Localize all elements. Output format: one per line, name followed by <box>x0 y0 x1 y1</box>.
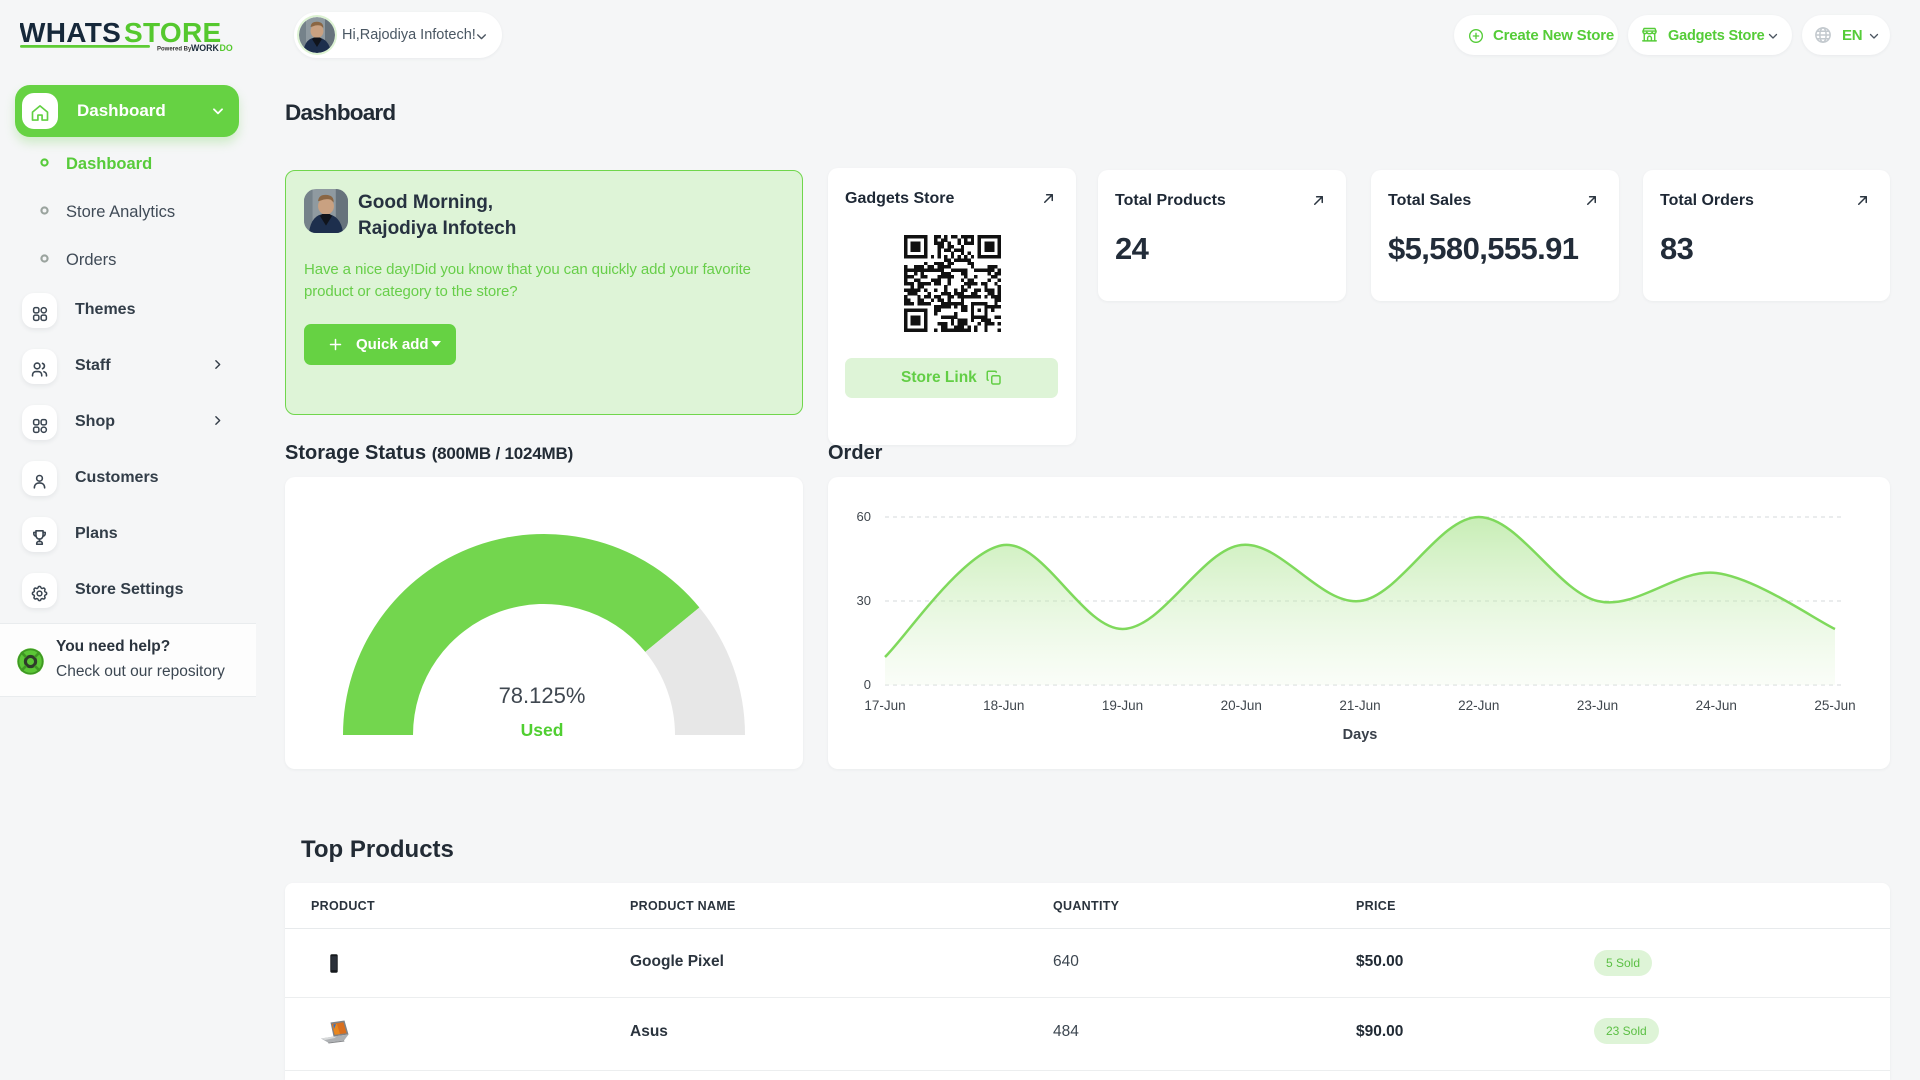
svg-text:Days: Days <box>1343 727 1378 743</box>
svg-text:0: 0 <box>864 677 871 692</box>
svg-text:23-Jun: 23-Jun <box>1577 698 1618 713</box>
svg-text:20-Jun: 20-Jun <box>1221 698 1262 713</box>
svg-text:78.125%: 78.125% <box>499 683 586 708</box>
svg-text:19-Jun: 19-Jun <box>1102 698 1143 713</box>
svg-text:18-Jun: 18-Jun <box>983 698 1024 713</box>
svg-text:24-Jun: 24-Jun <box>1696 698 1737 713</box>
svg-text:22-Jun: 22-Jun <box>1458 698 1499 713</box>
svg-text:30: 30 <box>857 593 871 608</box>
svg-text:WORK: WORK <box>191 43 219 53</box>
svg-text:DO: DO <box>220 43 233 53</box>
svg-text:21-Jun: 21-Jun <box>1339 698 1380 713</box>
svg-text:25-Jun: 25-Jun <box>1814 698 1855 713</box>
svg-text:17-Jun: 17-Jun <box>864 698 905 713</box>
svg-text:STORE: STORE <box>124 17 221 48</box>
svg-text:Used: Used <box>521 720 564 740</box>
svg-text:60: 60 <box>857 509 871 524</box>
svg-text:WHATS: WHATS <box>20 17 121 48</box>
svg-text:Powered By: Powered By <box>157 47 192 53</box>
